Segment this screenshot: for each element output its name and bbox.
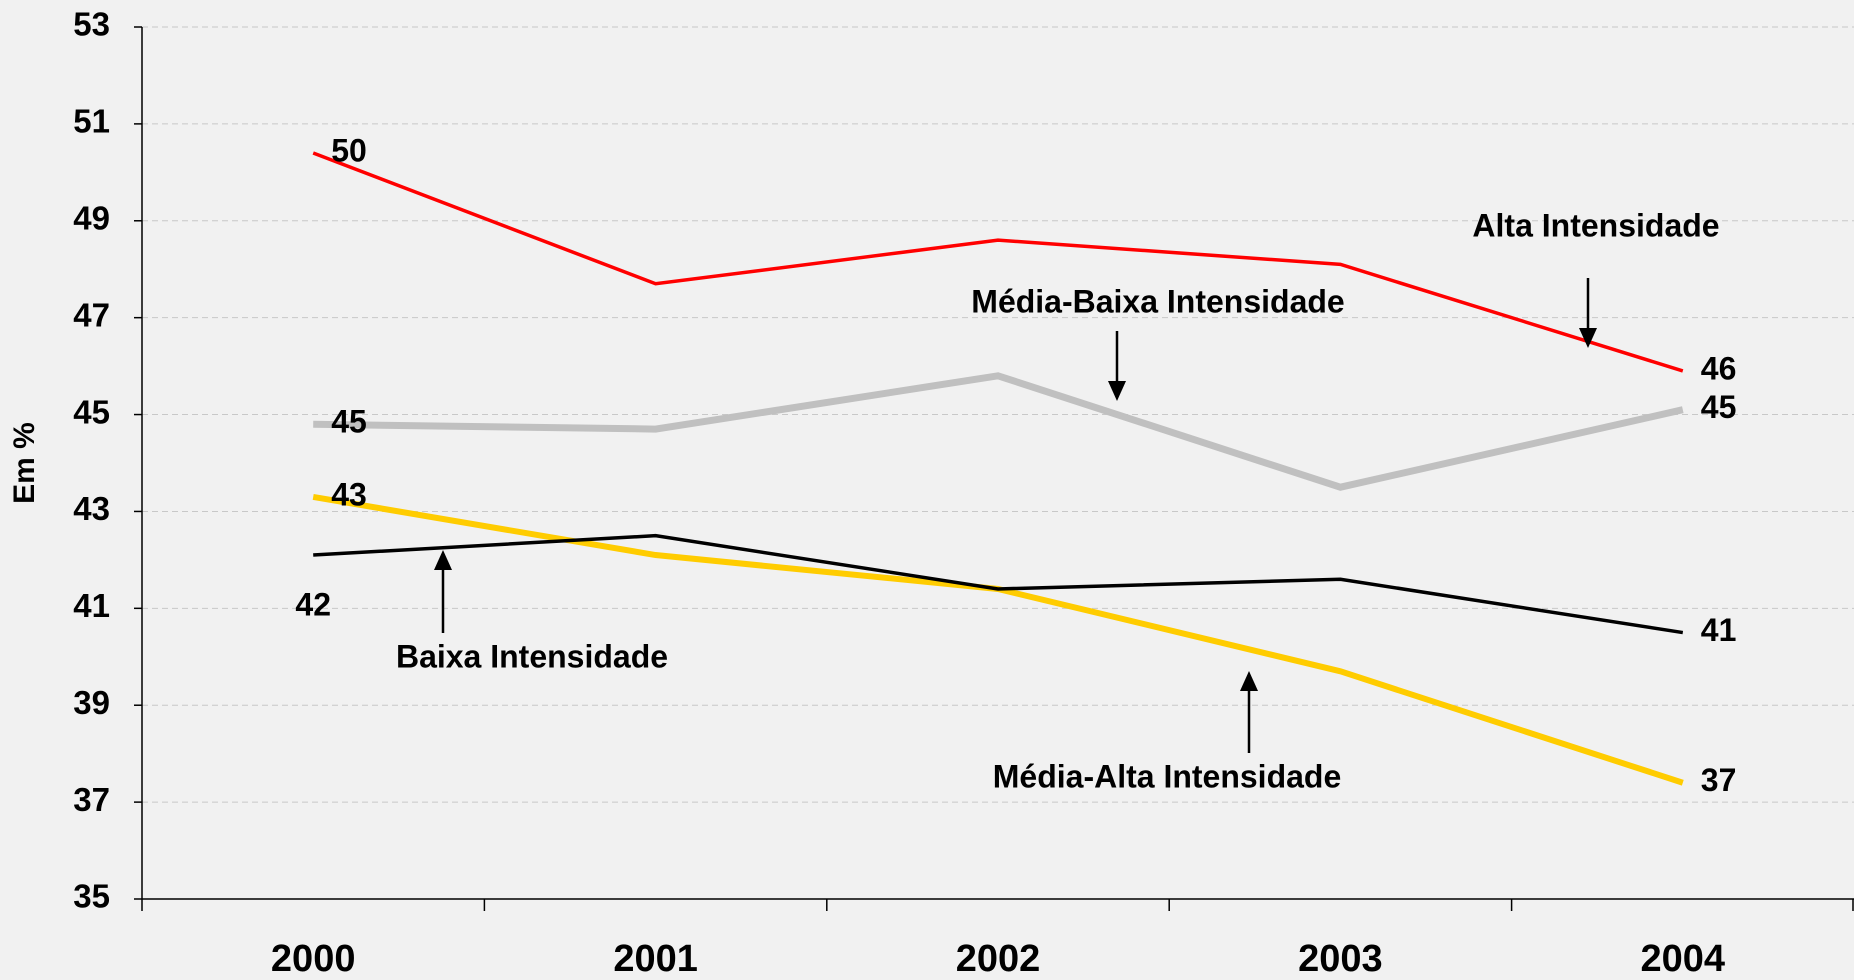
value-label: 43	[331, 476, 367, 512]
series-annotation: Média-Alta Intensidade	[993, 758, 1342, 794]
y-axis-label: Em %	[8, 422, 41, 504]
y-tick-label: 37	[73, 781, 110, 818]
y-tick-label: 53	[73, 6, 110, 43]
value-label: 46	[1701, 350, 1737, 386]
annotation-arrowhead	[434, 550, 452, 570]
y-tick-label: 35	[73, 878, 110, 915]
x-tick-label: 2004	[1641, 938, 1726, 980]
y-tick-label: 51	[73, 103, 110, 140]
annotation-arrowhead	[1108, 381, 1126, 401]
y-tick-label: 39	[73, 684, 110, 721]
x-tick-label: 2003	[1298, 938, 1383, 980]
value-label: 37	[1701, 762, 1737, 798]
series-annotation: Baixa Intensidade	[396, 638, 668, 674]
value-label: 50	[331, 132, 367, 168]
value-label: 45	[1701, 389, 1737, 425]
y-tick-label: 45	[73, 393, 110, 430]
value-label: 42	[295, 586, 331, 622]
series-line	[313, 536, 1683, 633]
y-tick-label: 41	[73, 587, 110, 624]
series-line	[313, 153, 1683, 371]
series-annotation: Alta Intensidade	[1472, 207, 1719, 243]
value-label: 45	[331, 404, 367, 440]
x-tick-label: 2002	[956, 938, 1041, 980]
y-tick-label: 43	[73, 490, 110, 527]
series-line	[313, 376, 1683, 487]
value-label: 41	[1701, 612, 1737, 648]
y-tick-label: 49	[73, 199, 110, 236]
annotation-arrowhead	[1240, 671, 1258, 691]
x-tick-label: 2001	[613, 938, 698, 980]
chart: Em % 35 37 39 41 43 45 47 49 51 53 2000 2001 2002 200…	[0, 0, 1854, 980]
x-tick-label: 2000	[271, 938, 356, 980]
y-tick-label: 47	[73, 296, 110, 333]
series-annotation: Média-Baixa Intensidade	[971, 283, 1344, 319]
